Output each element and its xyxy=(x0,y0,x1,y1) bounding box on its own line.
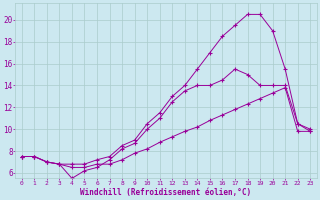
X-axis label: Windchill (Refroidissement éolien,°C): Windchill (Refroidissement éolien,°C) xyxy=(80,188,252,197)
